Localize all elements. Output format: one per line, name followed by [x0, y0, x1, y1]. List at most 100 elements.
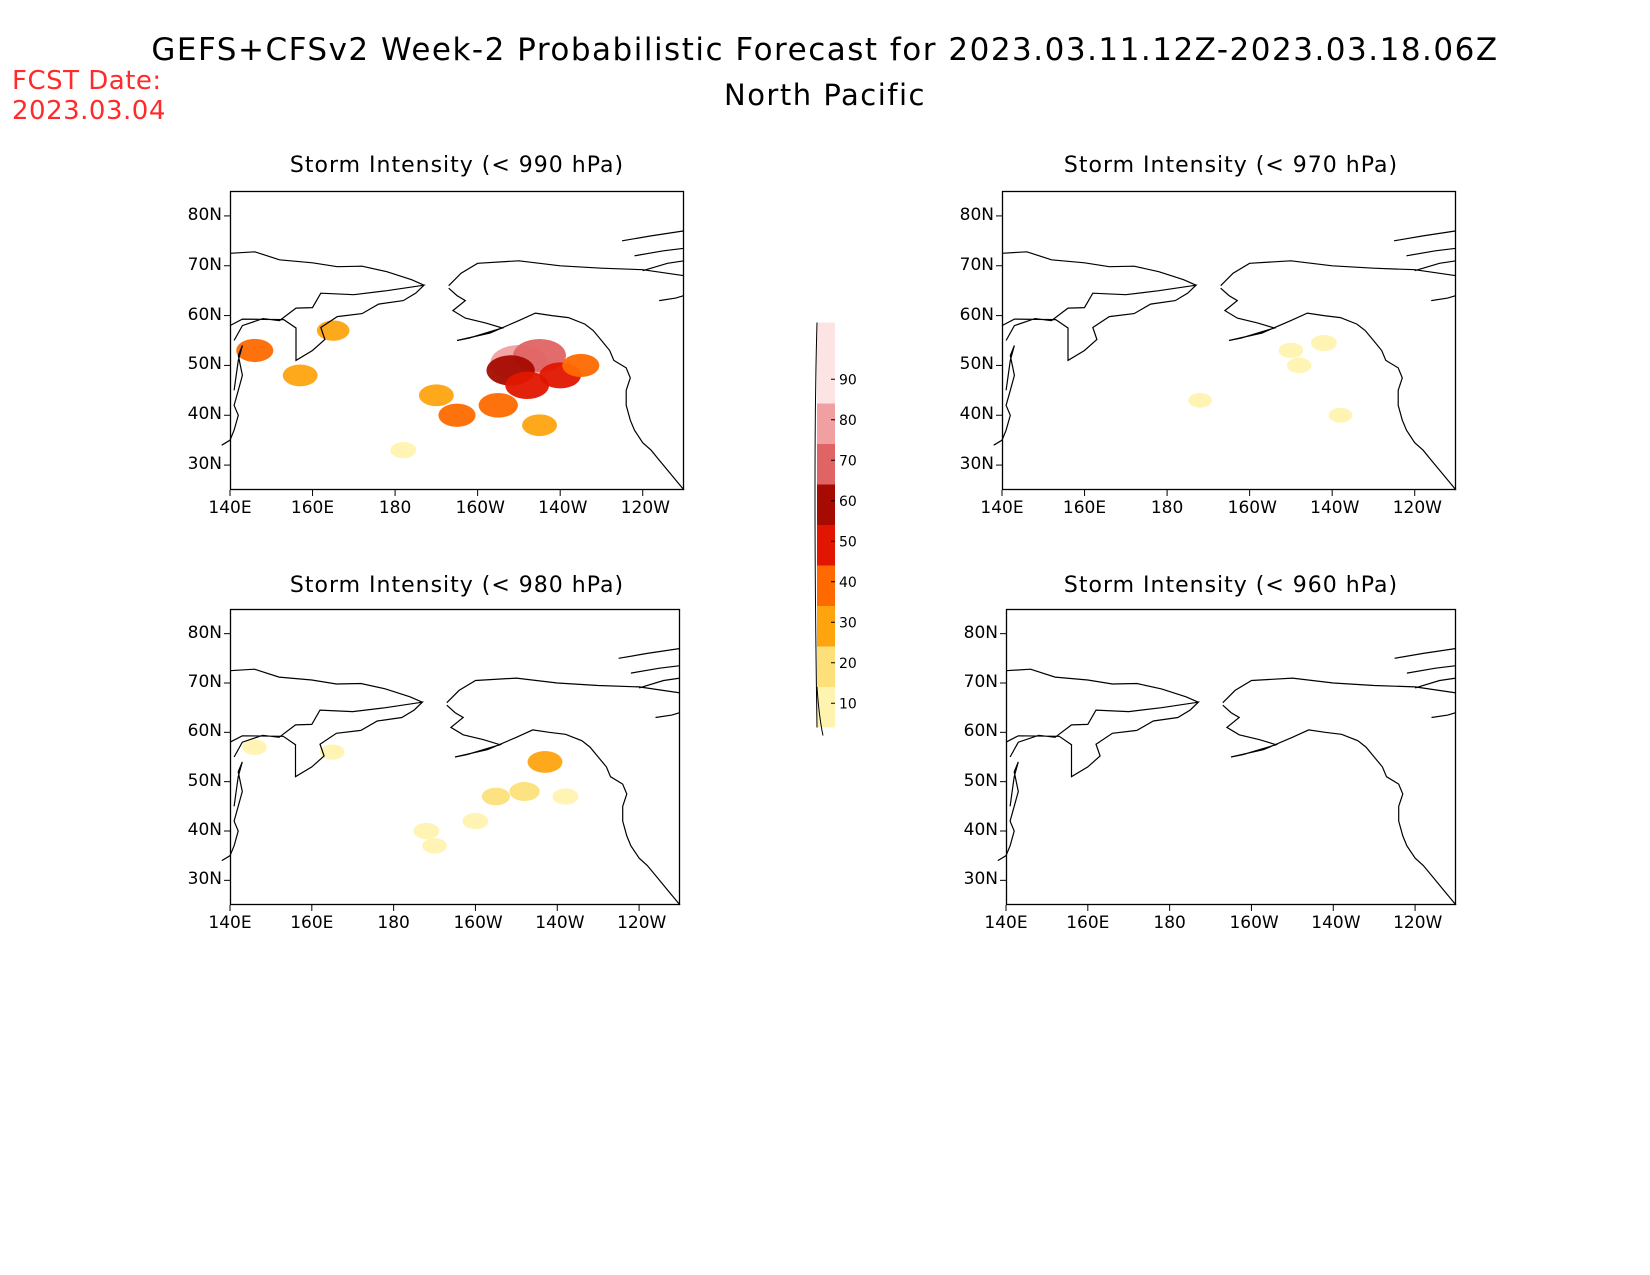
- lat-tick-label: 80N: [959, 204, 994, 225]
- lat-tick-label: 70N: [187, 672, 222, 692]
- prob-blob-0: [1310, 334, 1337, 352]
- forecast-date-value: 2023.03.04: [12, 96, 166, 126]
- coastline-8: [1431, 295, 1457, 302]
- colorbar-label: 10: [839, 696, 857, 712]
- lat-tick-label: 80N: [187, 204, 222, 225]
- lat-tick-label: 80N: [963, 622, 998, 643]
- lon-tick-label: 140E: [208, 913, 252, 933]
- prob-blob-1: [509, 782, 540, 802]
- colorbar-label: 50: [839, 534, 857, 550]
- map-panel-990: [221, 190, 685, 496]
- lon-tick-label: 160W: [1227, 498, 1277, 518]
- coastline-6: [1406, 665, 1457, 674]
- coastline-3: [1220, 260, 1457, 287]
- lon-tick-label: 160E: [1066, 913, 1110, 933]
- prob-blob-8: [319, 744, 345, 760]
- lon-tick-label: 140E: [980, 498, 1024, 518]
- coastline-3: [446, 677, 681, 704]
- prob-blob-10: [236, 338, 274, 363]
- lat-tick-label: 40N: [187, 404, 222, 425]
- lat-tick-label: 60N: [187, 304, 222, 325]
- lat-tick-label: 70N: [959, 254, 994, 275]
- prob-blob-3: [1188, 392, 1212, 408]
- prob-blob-2: [481, 787, 510, 806]
- lon-tick-label: 140W: [538, 498, 588, 518]
- coastline-3: [1222, 677, 1457, 704]
- prob-blob-6: [562, 353, 600, 378]
- colorbar-swatch: [817, 403, 835, 444]
- lat-tick-label: 60N: [959, 304, 994, 325]
- coastline-6: [630, 665, 681, 674]
- prob-blob-13: [390, 442, 417, 459]
- lat-tick-label: 50N: [187, 770, 222, 791]
- lat-tick-label: 40N: [187, 820, 222, 840]
- prob-blob-9: [522, 414, 557, 437]
- colorbar-label: 20: [839, 656, 857, 672]
- forecast-date-label: FCST Date: 2023.03.04: [12, 66, 166, 126]
- colorbar-swatch: [817, 606, 835, 647]
- prob-blob-3: [552, 788, 579, 805]
- lon-tick-label: 180: [377, 913, 410, 933]
- coastline-7: [638, 677, 681, 689]
- lon-tick-label: 140W: [535, 913, 585, 933]
- panel-title-990: Storm Intensity (< 990 hPa): [289, 153, 625, 178]
- coastline-4: [1220, 287, 1457, 491]
- prob-blob-1: [1278, 342, 1304, 359]
- prob-blob-4: [1328, 407, 1353, 423]
- lon-tick-label: 140W: [1310, 498, 1360, 518]
- colorbar-label: 40: [839, 575, 857, 591]
- prob-blob-8: [418, 384, 454, 407]
- coastline-2: [221, 345, 244, 446]
- colorbar-label: 30: [839, 615, 857, 631]
- prob-blob-2: [1286, 357, 1312, 374]
- lon-tick-label: 180: [378, 498, 412, 518]
- main-title: GEFS+CFSv2 Week-2 Probabilistic Forecast…: [151, 32, 1499, 68]
- panel-title-970: Storm Intensity (< 970 hPa): [1063, 153, 1399, 178]
- prob-blob-7: [438, 403, 476, 427]
- prob-blob-12: [316, 320, 350, 341]
- coastline-5: [621, 230, 685, 242]
- lon-tick-label: 120W: [617, 913, 667, 933]
- coastline-1: [1005, 701, 1201, 778]
- colorbar-swatch: [817, 525, 835, 566]
- coastline-3: [448, 260, 685, 287]
- coastline-5: [1393, 230, 1457, 242]
- coastline-7: [1414, 677, 1457, 689]
- lon-tick-label: 120W: [1392, 498, 1442, 518]
- coastline-7: [1414, 260, 1457, 272]
- coastline-1: [229, 701, 425, 778]
- map-panel-960: [997, 608, 1457, 911]
- lat-tick-label: 50N: [187, 354, 222, 375]
- lon-tick-label: 140W: [1311, 913, 1361, 933]
- coastline-4: [448, 287, 685, 491]
- coastline-8: [659, 295, 685, 302]
- coastline-0: [229, 251, 425, 286]
- coastline-2: [997, 761, 1019, 862]
- coastline-6: [1406, 247, 1457, 257]
- coastline-0: [1005, 668, 1199, 703]
- prob-blob-7: [242, 739, 267, 755]
- lon-tick-label: 160E: [1062, 498, 1107, 518]
- lon-tick-label: 120W: [620, 498, 670, 518]
- lon-tick-label: 160E: [290, 913, 334, 933]
- lat-tick-label: 50N: [963, 770, 998, 791]
- coastline-6: [634, 247, 685, 257]
- coastline-2: [221, 761, 243, 862]
- map-panel-980: [221, 608, 681, 911]
- prob-blob-6: [422, 838, 447, 854]
- panel-title-960: Storm Intensity (< 960 hPa): [1063, 573, 1399, 598]
- coastline-2: [993, 345, 1016, 446]
- lon-tick-label: 160W: [453, 913, 503, 933]
- coastline-0: [1001, 251, 1197, 286]
- lat-tick-label: 70N: [963, 672, 998, 692]
- lat-tick-label: 40N: [963, 820, 998, 840]
- colorbar-label: 90: [839, 372, 857, 388]
- lat-tick-label: 50N: [959, 354, 994, 375]
- colorbar-label: 80: [839, 413, 857, 429]
- coastline-4: [446, 704, 681, 906]
- prob-blob-11: [282, 364, 318, 387]
- lon-tick-label: 160W: [1229, 913, 1279, 933]
- lon-tick-label: 160W: [455, 498, 505, 518]
- coastline-0: [229, 668, 423, 703]
- lat-tick-label: 30N: [963, 869, 998, 890]
